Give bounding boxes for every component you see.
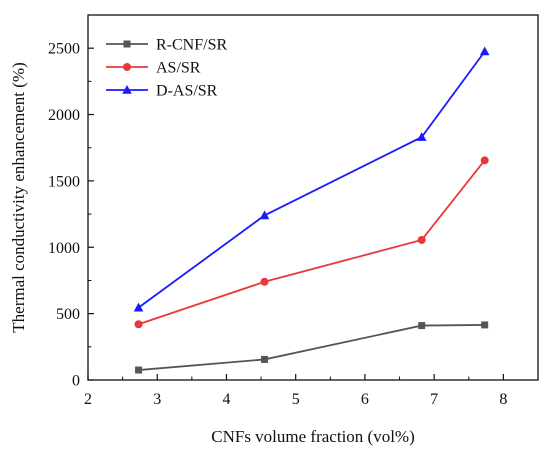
- series-line: [138, 50, 486, 309]
- legend-label: D-AS/SR: [156, 83, 218, 100]
- legend-item: AS/SR: [106, 60, 201, 77]
- legend-label: AS/SR: [156, 60, 201, 77]
- y-tick-label: 2000: [48, 107, 80, 124]
- x-tick-label: 8: [499, 391, 507, 408]
- legend-marker: [123, 63, 131, 71]
- data-point: [418, 322, 426, 330]
- series-line: [138, 159, 486, 326]
- x-tick-label: 2: [84, 391, 92, 408]
- series-r-cnf-sr: [135, 321, 489, 374]
- x-tick-label: 5: [292, 391, 300, 408]
- legend-marker: [123, 40, 131, 48]
- y-tick-label: 500: [56, 306, 80, 323]
- data-point: [135, 366, 143, 374]
- series-layer: [133, 46, 490, 374]
- data-point: [480, 156, 489, 165]
- plot-frame: [87, 14, 539, 381]
- data-point: [479, 46, 490, 56]
- x-axis-ticks: 2 3 4 5 6 7 8: [84, 374, 507, 408]
- legend-label: R-CNF/SR: [156, 37, 227, 54]
- x-tick-label: 6: [361, 391, 369, 408]
- x-tick-label: 7: [430, 391, 438, 408]
- y-tick-label: 2500: [48, 41, 80, 58]
- data-point: [261, 355, 269, 363]
- data-point: [481, 321, 489, 329]
- legend-item: R-CNF/SR: [106, 37, 227, 54]
- x-tick-label: 4: [222, 391, 230, 408]
- y-axis-ticks: 0 500 1000 1500 2000 2500: [48, 41, 94, 390]
- series-line: [138, 324, 485, 371]
- data-point: [416, 132, 427, 141]
- data-point: [133, 302, 144, 312]
- data-point: [259, 210, 270, 220]
- data-point: [417, 235, 426, 244]
- y-tick-label: 0: [72, 373, 80, 390]
- legend: R-CNF/SR AS/SR D-AS/SR: [106, 37, 227, 100]
- data-point: [260, 277, 269, 286]
- x-axis-title: CNFs volume fraction (vol%): [211, 427, 415, 446]
- y-tick-label: 1000: [48, 240, 80, 257]
- x-tick-label: 3: [153, 391, 161, 408]
- legend-item: D-AS/SR: [106, 83, 218, 100]
- y-axis-title: Thermal conductivity enhancement (%): [9, 62, 28, 332]
- legend-marker: [122, 85, 132, 94]
- y-tick-label: 1500: [48, 173, 80, 190]
- series-as-sr: [134, 156, 489, 329]
- data-point: [134, 320, 143, 329]
- plot-border: [87, 14, 539, 381]
- series-d-as-sr: [133, 46, 490, 312]
